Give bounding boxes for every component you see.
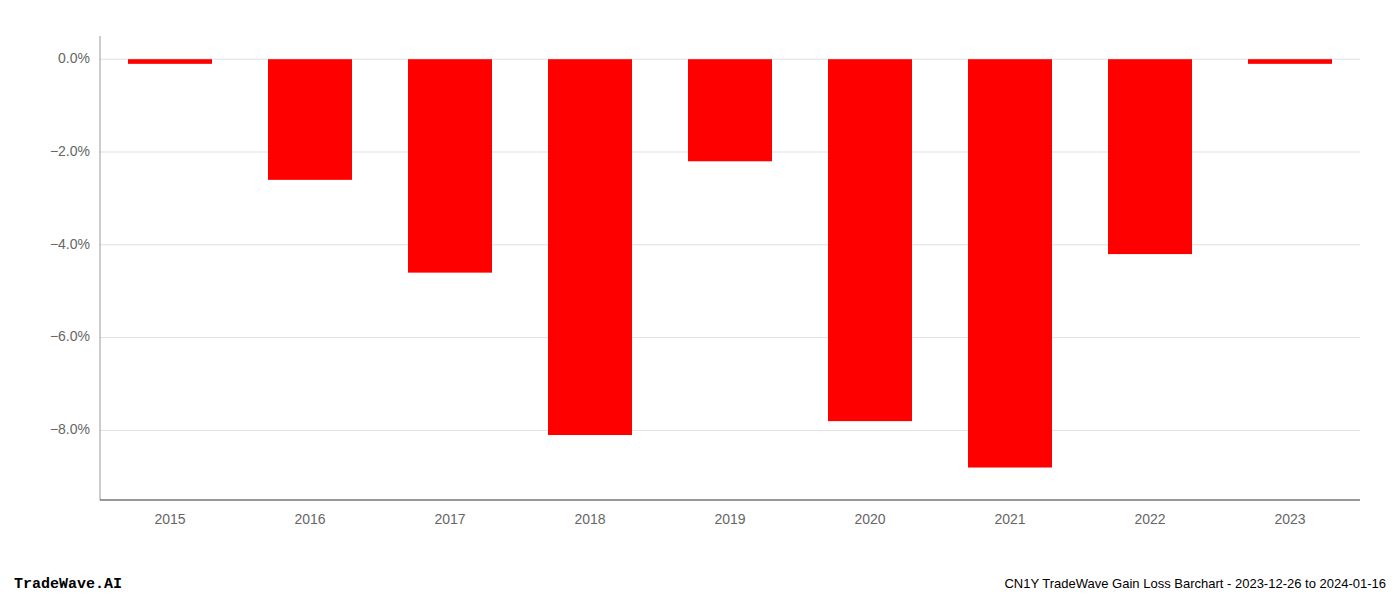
y-tick-label: −4.0% (50, 236, 90, 252)
x-tick-label: 2015 (154, 511, 185, 527)
y-tick-label: −8.0% (50, 421, 90, 437)
y-axis: 0.0% −2.0% −4.0% −6.0% −8.0% (50, 50, 90, 437)
y-axis-line (100, 36, 101, 500)
x-tick-label: 2018 (574, 511, 605, 527)
bar (268, 59, 352, 180)
x-tick-label: 2023 (1274, 511, 1305, 527)
x-tick-label: 2022 (1134, 511, 1165, 527)
y-tick-label: −2.0% (50, 143, 90, 159)
watermark: TradeWave.AI (14, 576, 122, 593)
bar (408, 59, 492, 272)
grid-line (100, 430, 1360, 431)
grid-line (100, 337, 1360, 338)
bars (128, 59, 1332, 467)
bar (128, 59, 212, 64)
y-tick-label: 0.0% (58, 50, 90, 66)
x-tick-label: 2016 (294, 511, 325, 527)
bar (688, 59, 772, 161)
x-axis-line (100, 500, 1360, 501)
x-tick-label: 2019 (714, 511, 745, 527)
bar (548, 59, 632, 435)
bar (1108, 59, 1192, 254)
x-axis: 2015 2016 2017 2018 2019 2020 2021 2022 2023 (154, 511, 1305, 527)
bar (828, 59, 912, 421)
x-tick-label: 2021 (994, 511, 1025, 527)
bar (968, 59, 1052, 467)
title: CN1Y TradeWave Gain Loss Barchart - 2023… (1004, 576, 1386, 591)
chart: 0.0% −2.0% −4.0% −6.0% −8.0% 2015 2016 2017 2018… (0, 0, 1400, 600)
y-tick-label: −6.0% (50, 328, 90, 344)
x-tick-label: 2017 (434, 511, 465, 527)
y-grid (100, 59, 1360, 430)
bar (1248, 59, 1332, 64)
x-tick-label: 2020 (854, 511, 885, 527)
